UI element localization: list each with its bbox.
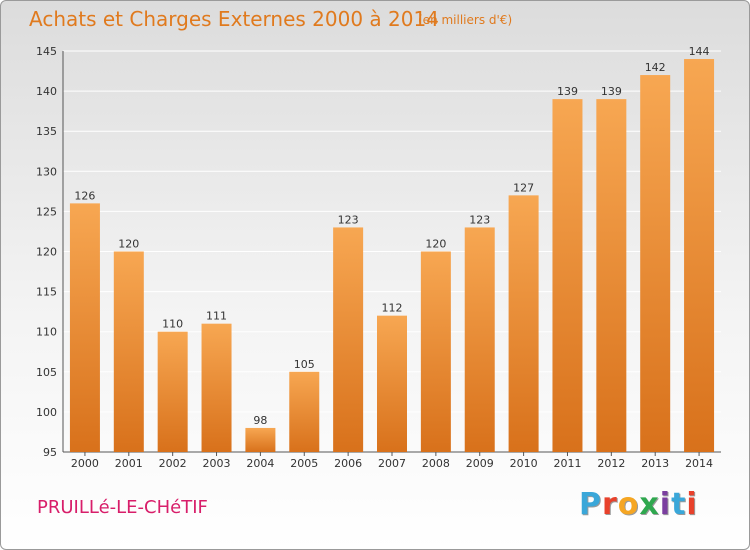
bar — [640, 75, 671, 452]
x-tick-label: 2002 — [159, 457, 187, 470]
x-tick-label: 2008 — [422, 457, 450, 470]
x-tick-label: 2012 — [597, 457, 625, 470]
data-label: 144 — [689, 45, 710, 58]
x-tick-label: 2010 — [510, 457, 538, 470]
bar — [420, 251, 451, 452]
bar — [596, 99, 627, 453]
logo-letter: P — [579, 487, 602, 522]
data-label: 142 — [645, 61, 666, 74]
bar — [508, 195, 539, 453]
x-tick-label: 2007 — [378, 457, 406, 470]
x-tick-label: 2011 — [553, 457, 581, 470]
x-tick-label: 2006 — [334, 457, 362, 470]
bar — [113, 251, 144, 452]
y-tick-label: 130 — [36, 165, 57, 178]
logo-letter: t — [671, 487, 687, 522]
bar — [201, 323, 232, 452]
bar — [245, 427, 276, 452]
data-label: 112 — [382, 302, 403, 315]
chart-subtitle: (en milliers d'€) — [418, 13, 513, 27]
data-label: 120 — [118, 238, 139, 251]
data-label: 105 — [294, 358, 315, 371]
data-label: 123 — [338, 213, 359, 226]
x-tick-label: 2004 — [246, 457, 274, 470]
x-tick-label: 2014 — [685, 457, 713, 470]
y-tick-label: 115 — [36, 286, 57, 299]
data-label: 139 — [601, 85, 622, 98]
y-tick-label: 125 — [36, 205, 57, 218]
data-label: 120 — [425, 238, 446, 251]
bar — [333, 227, 364, 452]
y-tick-label: 145 — [36, 45, 57, 58]
logo-letter: x — [639, 487, 660, 522]
x-tick-label: 2000 — [71, 457, 99, 470]
y-tick-label: 95 — [43, 446, 57, 459]
bar — [289, 371, 320, 452]
bar — [69, 203, 100, 452]
y-tick-label: 120 — [36, 246, 57, 259]
y-tick-label: 135 — [36, 125, 57, 138]
x-tick-label: 2001 — [115, 457, 143, 470]
y-tick-label: 110 — [36, 326, 57, 339]
x-tick-label: 2005 — [290, 457, 318, 470]
bar — [157, 331, 188, 452]
bar — [464, 227, 495, 452]
y-tick-label: 140 — [36, 85, 57, 98]
logo-letter: i — [686, 487, 698, 522]
data-label: 126 — [74, 189, 95, 202]
logo-letter: r — [602, 487, 618, 522]
data-label: 98 — [253, 414, 267, 427]
logo-letter: i — [659, 487, 672, 522]
x-tick-label: 2013 — [641, 457, 669, 470]
bar — [552, 99, 583, 453]
y-tick-label: 100 — [36, 406, 57, 419]
x-tick-label: 2003 — [203, 457, 231, 470]
x-tick-label: 2009 — [466, 457, 494, 470]
data-label: 123 — [469, 213, 490, 226]
y-tick-label: 105 — [36, 366, 57, 379]
bar — [684, 59, 715, 453]
chart-title: Achats et Charges Externes 2000 à 2014 — [29, 7, 439, 31]
data-label: 110 — [162, 318, 183, 331]
data-label: 127 — [513, 181, 534, 194]
proxiti-logo[interactable]: Proxiti — [579, 487, 698, 522]
commune-name: PRUILLé-LE-CHéTIF — [37, 497, 208, 518]
logo-letter: o — [617, 487, 640, 522]
data-label: 111 — [206, 310, 227, 323]
bar — [377, 315, 407, 452]
data-label: 139 — [557, 85, 578, 98]
